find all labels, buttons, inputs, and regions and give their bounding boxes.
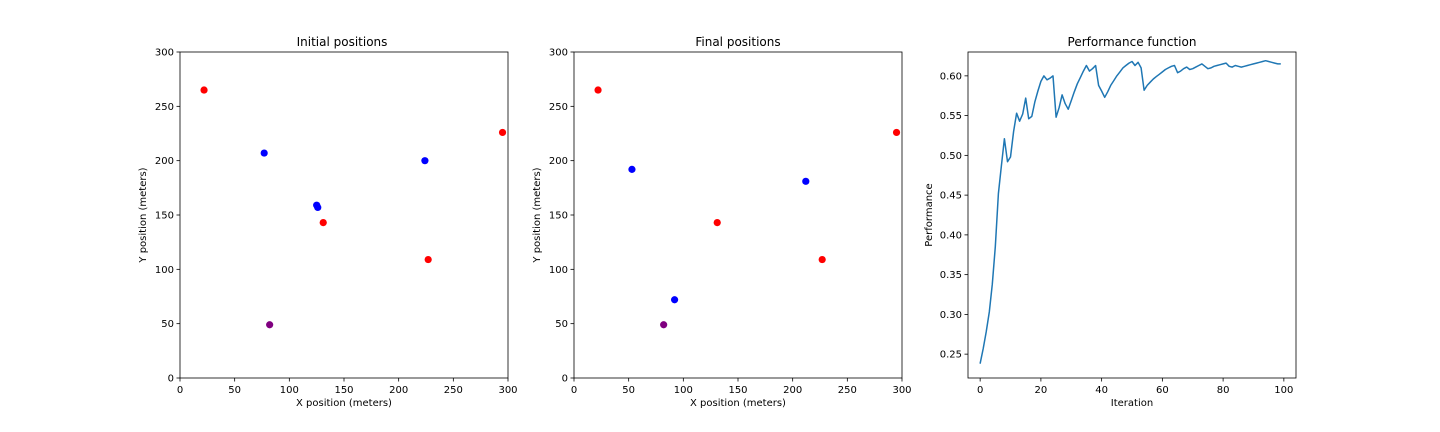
- y-axis-label: Y position (meters): [532, 167, 543, 263]
- y-tick-label: 0.40: [940, 230, 962, 241]
- plot-frame: [179, 51, 509, 379]
- y-tick-label: 0.55: [940, 111, 962, 122]
- y-axis-label: Performance: [924, 183, 935, 246]
- y-tick-label: 200: [155, 156, 174, 167]
- x-tick-label: 250: [838, 385, 857, 396]
- x-tick-label: 20: [1035, 385, 1048, 396]
- data-point: [892, 128, 901, 137]
- plot-title: Initial positions: [297, 35, 388, 49]
- y-tick-label: 150: [155, 211, 174, 222]
- initial-positions-plot: Initial positions X position (meters) Y …: [138, 35, 518, 409]
- y-tick-label: 0.35: [940, 270, 962, 281]
- y-tick-label: 0.45: [940, 191, 962, 202]
- x-tick-label: 200: [389, 385, 408, 396]
- x-tick-label: 150: [728, 385, 747, 396]
- x-tick-label: 100: [280, 385, 299, 396]
- data-point: [628, 165, 636, 173]
- plot-frame: [967, 51, 1297, 379]
- x-axis-label: Iteration: [1111, 398, 1153, 409]
- y-axis-label: Y position (meters): [138, 167, 149, 263]
- y-tick-label: 250: [155, 102, 174, 113]
- y-tick-label: 0.25: [940, 350, 962, 361]
- performance-function-plot: Performance function Iteration Performan…: [924, 35, 1297, 409]
- x-axis-label: X position (meters): [690, 398, 786, 409]
- x-tick-label: 80: [1217, 385, 1230, 396]
- data-point: [200, 86, 208, 94]
- plot-frame: [573, 51, 903, 379]
- data-point: [314, 203, 322, 211]
- x-tick-label: 50: [622, 385, 635, 396]
- y-tick-label: 100: [549, 265, 568, 276]
- x-tick-label: 300: [498, 385, 517, 396]
- y-tick-label: 0.30: [940, 310, 962, 321]
- x-tick-label: 50: [228, 385, 241, 396]
- x-tick-label: 0: [177, 385, 183, 396]
- y-tick-label: 0.60: [940, 71, 962, 82]
- y-tick-label: 300: [155, 48, 174, 59]
- x-tick-label: 200: [783, 385, 802, 396]
- y-tick-label: 50: [161, 319, 174, 330]
- y-tick-label: 250: [549, 102, 568, 113]
- x-tick-label: 100: [1274, 385, 1293, 396]
- performance-line: [979, 59, 1281, 364]
- plot-title: Final positions: [695, 35, 780, 49]
- y-tick-label: 0: [562, 374, 568, 385]
- data-point: [266, 321, 274, 329]
- data-point: [319, 219, 327, 227]
- x-tick-label: 250: [444, 385, 463, 396]
- y-tick-label: 50: [555, 319, 568, 330]
- data-point: [421, 157, 429, 165]
- x-tick-label: 60: [1156, 385, 1169, 396]
- data-point: [260, 149, 268, 157]
- x-tick-label: 0: [571, 385, 577, 396]
- x-tick-label: 0: [977, 385, 983, 396]
- y-tick-label: 200: [549, 156, 568, 167]
- x-tick-label: 150: [334, 385, 353, 396]
- data-point: [424, 255, 432, 264]
- y-tick-label: 150: [549, 211, 568, 222]
- x-tick-label: 40: [1095, 385, 1108, 396]
- x-axis-label: X position (meters): [296, 398, 392, 409]
- final-positions-plot: Final positions X position (meters) Y po…: [532, 35, 912, 409]
- data-point: [660, 321, 668, 329]
- y-tick-label: 0: [168, 374, 174, 385]
- x-tick-label: 100: [674, 385, 693, 396]
- data-point: [594, 86, 602, 94]
- y-tick-label: 300: [549, 48, 568, 59]
- data-point: [670, 296, 679, 304]
- data-point: [498, 128, 507, 137]
- y-tick-label: 0.50: [940, 151, 962, 162]
- data-point: [713, 219, 721, 227]
- data-point: [818, 255, 826, 264]
- plot-title: Performance function: [1068, 35, 1197, 49]
- data-point: [802, 177, 810, 185]
- y-tick-label: 100: [155, 265, 174, 276]
- x-tick-label: 300: [892, 385, 911, 396]
